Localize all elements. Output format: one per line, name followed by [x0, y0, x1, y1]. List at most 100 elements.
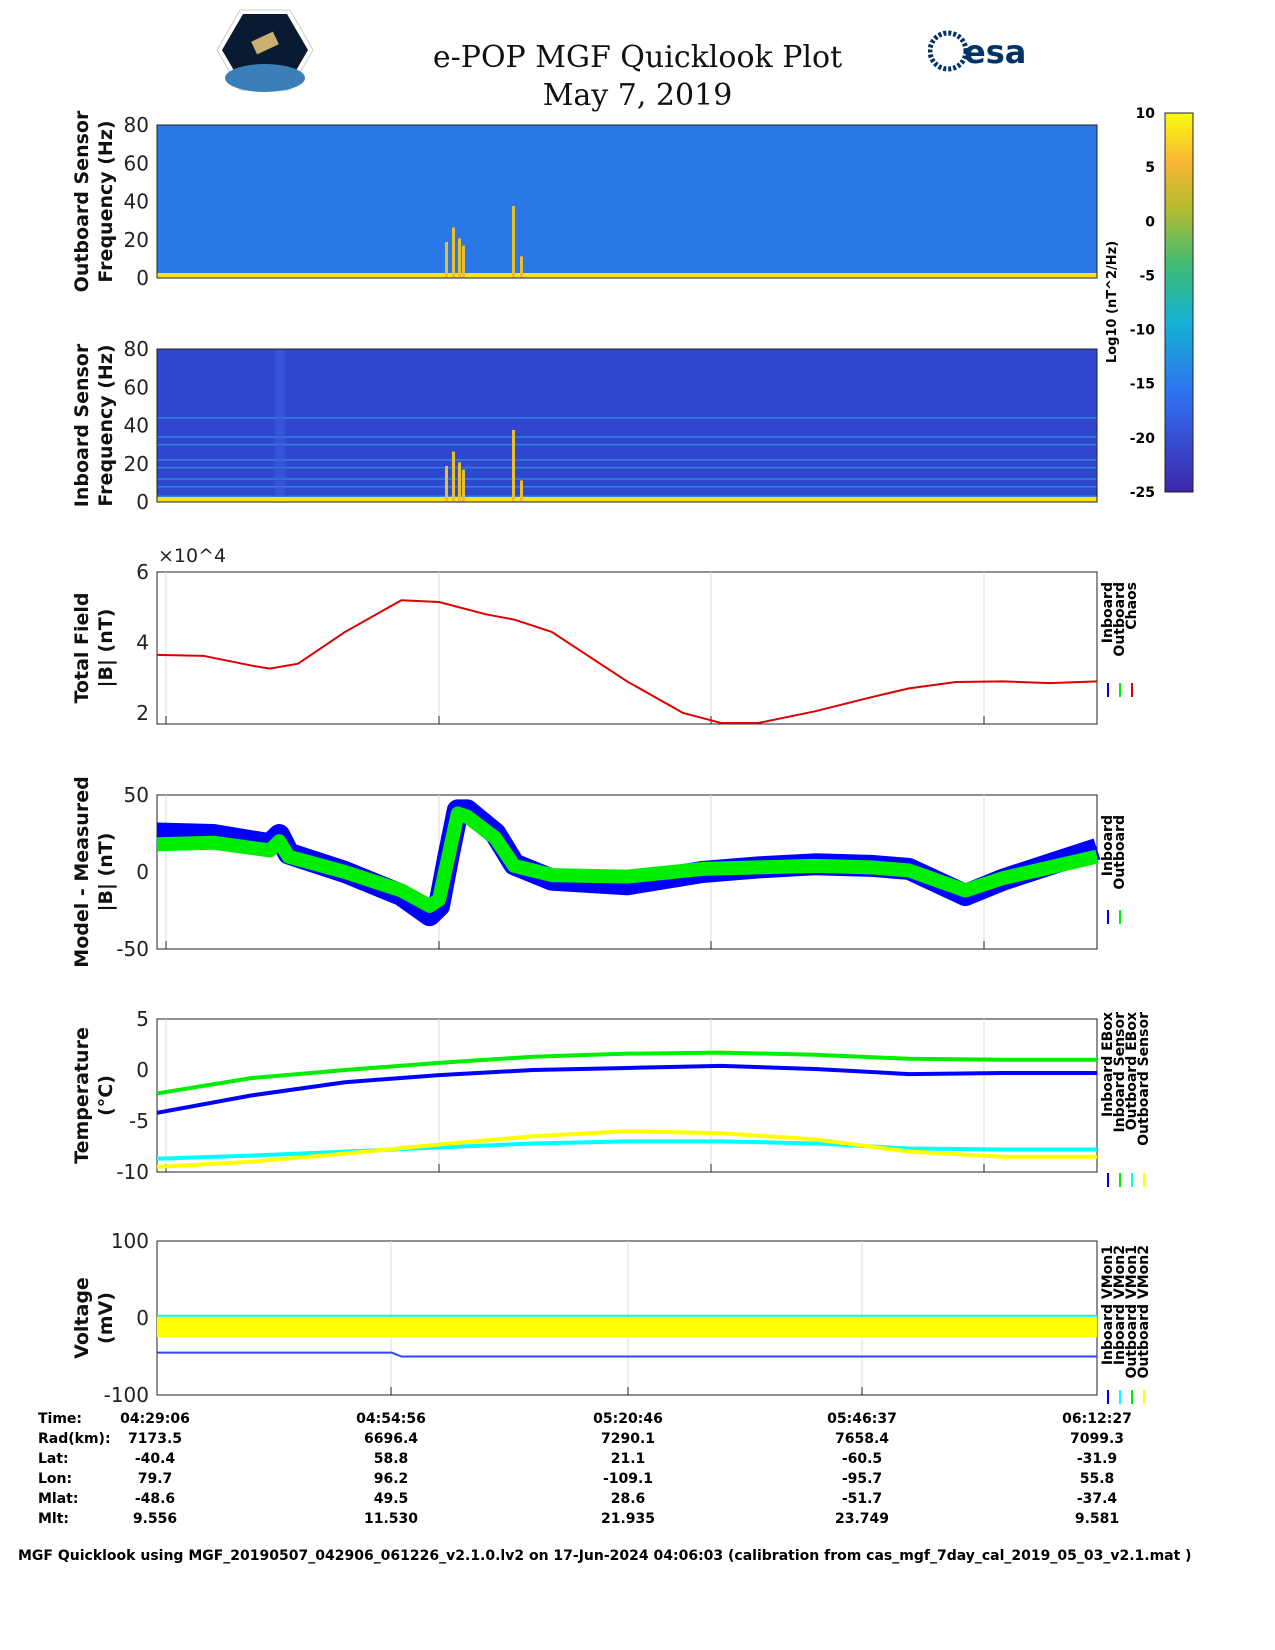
y-tick-label: 20	[124, 228, 149, 252]
spectrogram-stripe	[275, 349, 285, 502]
outboard-spectrogram-image	[156, 124, 1098, 279]
colorbar-tick-label: -25	[1130, 485, 1155, 501]
cassiope-logo	[216, 9, 314, 92]
table-cell: -48.6	[134, 1491, 176, 1507]
y-axis-label: Outboard Sensor	[71, 110, 93, 292]
spectrogram-frame	[156, 348, 1098, 503]
legend-label: Inboard EBox	[1100, 1012, 1116, 1117]
spectral-burst	[458, 238, 461, 278]
colorbar-tick-label: -15	[1130, 377, 1155, 393]
inboard-spectrogram-image	[156, 348, 1098, 503]
y-tick-label: 6	[136, 560, 149, 584]
y-tick-label: 0	[136, 490, 149, 514]
series-outboard-ebox	[156, 1139, 1097, 1161]
table-cell: 96.2	[373, 1471, 409, 1487]
legend-label: Inboard VMon1	[1100, 1245, 1116, 1365]
total-field-axes: 2 4 6 Total Field |B| (nT)	[71, 560, 1098, 725]
table-cell: 9.556	[132, 1511, 178, 1527]
spectrogram-background	[157, 125, 1097, 278]
y-axis-label: (°C)	[95, 1075, 117, 1116]
spectral-burst	[458, 462, 461, 502]
table-cell: 21.935	[600, 1511, 656, 1527]
y-tick-label: 80	[124, 337, 149, 361]
table-cell: 7173.5	[127, 1431, 183, 1447]
y-tick-label: 0	[136, 266, 149, 290]
svg-text:esa: esa	[964, 33, 1026, 71]
y-tick-label: 2	[136, 701, 149, 725]
spectral-burst	[462, 245, 465, 278]
y-tick-label: 5	[136, 1007, 149, 1031]
colorbar-tick-label: -20	[1130, 431, 1156, 447]
y-tick-label: 60	[124, 375, 149, 399]
plot-date: May 7, 2019	[542, 78, 733, 113]
inboard-spectrogram-axes: 0 20 40 60 80 Inboard Sensor Frequency (Hz)	[71, 337, 1098, 514]
y-axis-label: Frequency (Hz)	[95, 120, 117, 282]
series-inboard-vmon1	[157, 1351, 1097, 1358]
row-label: Mlt:	[38, 1511, 70, 1527]
colorbar-label: Log10 (nT^2/Hz)	[1105, 241, 1120, 363]
colorbar-tick-label: -5	[1139, 268, 1155, 284]
legend-label: Inboard	[1100, 815, 1116, 876]
spectral-burst	[452, 451, 455, 502]
y-tick-label: 0	[136, 860, 149, 884]
y-tick-label: 40	[124, 414, 149, 438]
y-tick-label: 40	[124, 190, 149, 214]
table-cell: 05:20:46	[593, 1411, 663, 1427]
y-tick-label: -100	[104, 1383, 149, 1407]
series-outboard-sensor	[156, 1129, 1097, 1169]
table-cell: 21.1	[610, 1451, 646, 1467]
legend-label: Chaos	[1124, 582, 1140, 630]
y-axis-label: Model - Measured	[71, 776, 93, 967]
spectral-burst	[520, 256, 523, 278]
y-axis-label: |B| (nT)	[95, 609, 117, 688]
model-minus-measured-frame	[156, 794, 1098, 950]
spectral-burst	[520, 480, 523, 502]
y-axis-label: Frequency (Hz)	[95, 344, 117, 506]
y-tick-label: 0	[136, 1058, 149, 1082]
y-tick-label: -10	[116, 1160, 149, 1184]
spectral-burst	[512, 206, 515, 278]
legend-label: Outboard EBox	[1124, 1012, 1140, 1130]
low-frequency-band	[157, 273, 1097, 278]
colorbar	[1164, 112, 1194, 493]
legend-label: Outboard Sensor	[1136, 1012, 1152, 1146]
table-cell: 7290.1	[600, 1431, 656, 1447]
y-tick-label: 0	[136, 1306, 149, 1330]
spectrogram-frame	[156, 124, 1098, 279]
spectral-burst	[445, 466, 448, 502]
series-chaos	[156, 599, 1098, 724]
y-axis-label: Total Field	[71, 592, 93, 703]
voltage-axes: -100 0 100 Voltage (mV)	[71, 1229, 1098, 1407]
table-cell: -37.4	[1076, 1491, 1118, 1507]
colorbar-tick-label: 10	[1136, 106, 1156, 122]
table-cell: 7658.4	[834, 1431, 890, 1447]
table-cell: 05:46:37	[827, 1411, 897, 1427]
y-axis-label: Inboard Sensor	[71, 343, 93, 507]
legend-label: Outboard	[1112, 582, 1128, 657]
spectrogram-background	[157, 349, 1097, 502]
y-tick-label: 4	[136, 631, 149, 655]
legend-label: Inboard	[1100, 582, 1116, 643]
y-axis-label: Voltage	[71, 1277, 93, 1359]
colorbar-tick-label: 0	[1145, 214, 1155, 230]
legend-label: Outboard VMon2	[1136, 1245, 1152, 1379]
table-cell: 7099.3	[1069, 1431, 1125, 1447]
y-axis-label: (mV)	[95, 1292, 117, 1344]
table-cell: 23.749	[834, 1511, 890, 1527]
table-cell: 04:54:56	[356, 1411, 426, 1427]
table-cell: 11.530	[363, 1511, 419, 1527]
row-label: Lat:	[38, 1451, 69, 1467]
table-cell: 06:12:27	[1062, 1411, 1132, 1427]
table-cell: -40.4	[134, 1451, 176, 1467]
spectral-burst	[452, 227, 455, 278]
total-field-frame	[156, 571, 1098, 725]
spectral-burst	[445, 242, 448, 278]
y-tick-label: -5	[129, 1109, 149, 1133]
colorbar-tick-label: -10	[1130, 323, 1156, 339]
series-outboard	[156, 806, 1099, 913]
y-tick-label: 80	[124, 113, 149, 137]
table-cell: 28.6	[610, 1491, 646, 1507]
y-tick-label: -50	[116, 937, 149, 961]
